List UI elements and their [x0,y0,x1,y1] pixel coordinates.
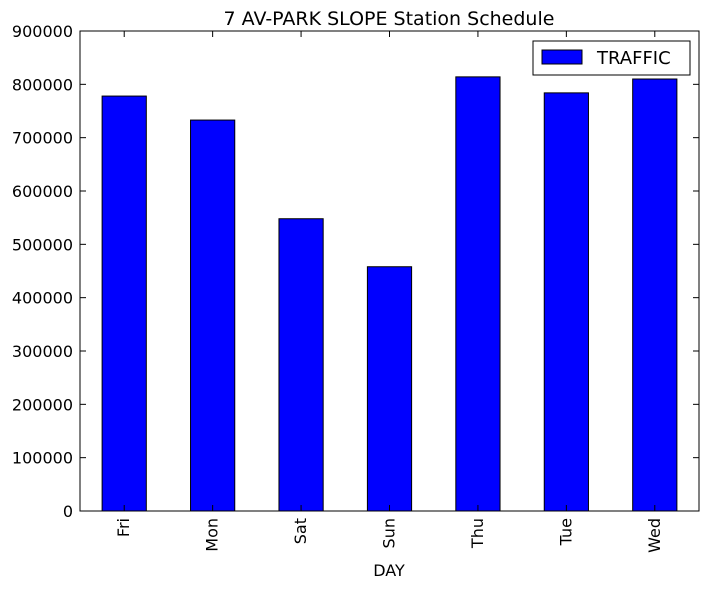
y-tick-label-6: 600000 [12,182,73,201]
x-tick-label-fri: Fri [114,518,133,537]
x-tick-label-mon: Mon [203,518,222,552]
legend-swatch-traffic [541,49,583,65]
bar-thu [455,76,501,512]
y-tick-label-9: 900000 [12,22,73,41]
legend: TRAFFIC [532,40,691,76]
y-tick-label-5: 500000 [12,235,73,254]
bar-sat [278,218,324,512]
y-tick-label-1: 100000 [12,449,73,468]
bar-mon [190,119,236,512]
x-tick-label-thu: Thu [468,518,487,549]
x-tick-label-wed: Wed [645,518,664,553]
chart-title: 7 AV-PARK SLOPE Station Schedule [224,8,555,30]
bar-tue [543,92,589,512]
legend-label-traffic: TRAFFIC [596,48,671,69]
y-tick-label-2: 200000 [12,395,73,414]
bar-sun [366,266,413,512]
x-tick-label-sat: Sat [291,518,310,544]
x-tick-label-sun: Sun [380,518,399,548]
x-axis-label: DAY [373,561,405,580]
y-tick-label-8: 800000 [12,75,73,94]
bar-wed [632,78,678,512]
bar-fri [101,95,147,512]
plot-border [79,30,700,512]
y-tick-label-4: 400000 [12,289,73,308]
y-axis: 0 100000 200000 300000 400000 500000 600000 700… [12,22,699,521]
bars-group [101,76,678,512]
y-tick-label-3: 300000 [12,342,73,361]
y-tick-label-0: 0 [63,502,73,521]
x-axis: Fri Mon Sat Sun Thu Tue Wed [114,31,664,553]
y-tick-label-7: 700000 [12,129,73,148]
x-tick-label-tue: Tue [556,518,575,546]
